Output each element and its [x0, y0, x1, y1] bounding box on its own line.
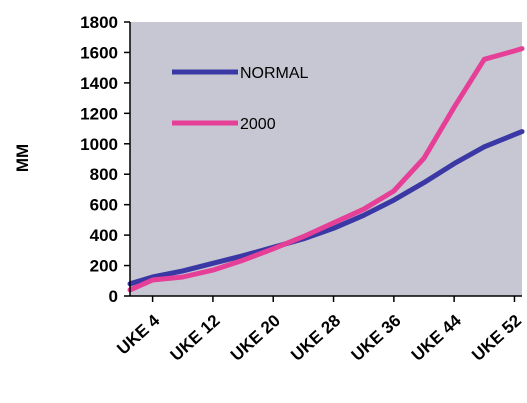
y-tick-label: 400: [90, 226, 118, 245]
y-tick-label: 1200: [80, 104, 118, 123]
series-line-2000: [127, 46, 525, 293]
x-tick-label: UKE 12: [167, 311, 224, 365]
x-axis-ticks: UKE 4 UKE 12 UKE 20 UKE 28 UKE 36 UKE 44 UKE 5…: [113, 296, 525, 365]
y-tick-label: 600: [90, 196, 118, 215]
x-tick-label: UKE 20: [227, 311, 284, 365]
y-tick-label: 1000: [80, 135, 118, 154]
legend: NORMAL 2000: [172, 65, 309, 133]
y-tick-label: 1800: [80, 13, 118, 32]
y-tick-label: 200: [90, 257, 118, 276]
x-tick-label: UKE 28: [287, 311, 344, 365]
x-tick-label: UKE 36: [348, 311, 405, 365]
legend-label-2000: 2000: [240, 116, 276, 133]
x-tick-label: UKE 44: [408, 310, 465, 364]
series-lines: [127, 46, 525, 293]
y-tick-label: 800: [90, 165, 118, 184]
x-tick-label: UKE 52: [468, 311, 525, 365]
y-tick-label: 1400: [80, 74, 118, 93]
y-tick-label: 0: [109, 287, 118, 306]
axes: [129, 22, 522, 297]
legend-label-normal: NORMAL: [240, 65, 309, 82]
series-line-normal: [127, 129, 525, 287]
y-axis-title: MM: [13, 144, 32, 172]
plot-area: [130, 22, 522, 296]
y-axis-ticks: 0 200 400 600 800 1000 1200 1400 1600 1800: [80, 13, 130, 306]
y-tick-label: 1600: [80, 43, 118, 62]
x-tick-label: UKE 4: [113, 310, 163, 358]
